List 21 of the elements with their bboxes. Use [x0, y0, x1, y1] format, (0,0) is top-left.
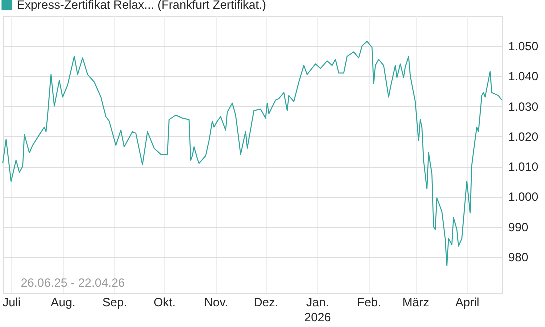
x-tick-label: Okt.: [154, 296, 176, 310]
x-tick-label: Aug.: [51, 296, 76, 310]
x-tick-label: März: [402, 296, 430, 310]
line-series: [2, 41, 502, 266]
y-tick-label: 990: [508, 220, 529, 234]
y-tick-label: 1.030: [508, 100, 539, 114]
x-tick-label: April: [456, 296, 480, 310]
x-tick-label: Sep.: [102, 296, 128, 310]
x-tick-label: Nov.: [204, 296, 228, 310]
legend-label: Express-Zertifikat Relax... (Frankfurt Zertifikat.): [17, 0, 266, 12]
x-tick-label: Jan. 2026: [304, 296, 332, 324]
y-tick-label: 980: [508, 250, 529, 264]
annotation: 26.06.25 - 22.04.26: [21, 276, 126, 290]
y-tick-label: 1.020: [508, 130, 539, 144]
y-tick-label: 1.000: [508, 190, 539, 204]
x-tick-label: Feb.: [357, 296, 382, 310]
y-tick-label: 1.010: [508, 160, 539, 174]
x-tick-label: Juli: [2, 296, 21, 310]
y-tick-label: 1.040: [508, 70, 539, 84]
y-tick-label: 1.050: [508, 40, 539, 54]
x-tick-label: Dez.: [254, 296, 279, 310]
